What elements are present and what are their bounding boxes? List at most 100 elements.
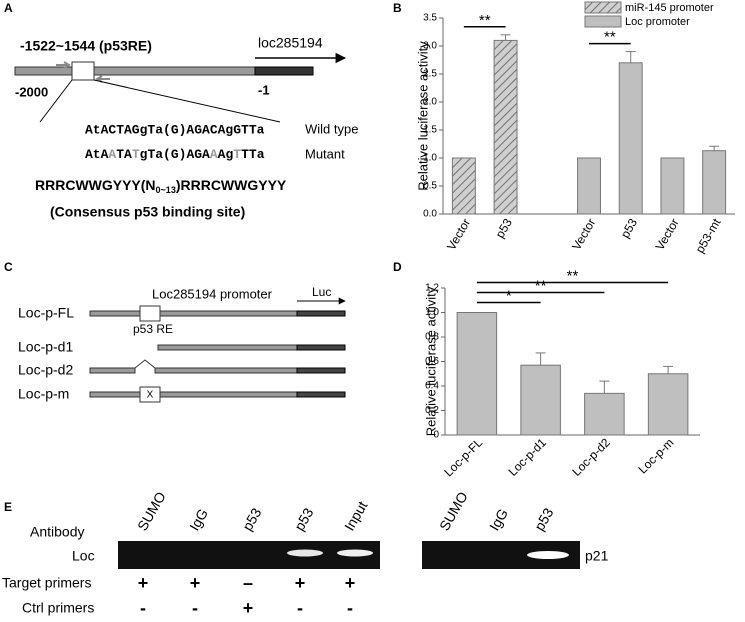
bar [584,392,625,436]
panel-label: E [4,500,12,514]
bar [660,157,685,215]
p53re-box [139,305,161,322]
lane-label: p53 [291,505,317,533]
y-tick-label: 3.0 [423,41,437,52]
panel-label: B [393,1,402,15]
y-tick-label: 0.2 [425,405,439,416]
x-tick-label: Loc-p-FL [441,435,485,479]
y-tick-label: 0 [433,430,439,441]
wild-type-label: Wild type [305,121,358,136]
y-tick-label: 1.0 [425,307,439,318]
sequence-segment: Ag [218,147,234,162]
promoter-title: Loc285194 promoter [152,286,273,301]
panel-label: A [4,1,13,15]
lane-label: Input [341,498,370,533]
promoter-bar [89,391,298,398]
consensus-caption: (Consensus p53 binding site) [50,204,245,220]
sequence-segment: gTa(G)AGA [140,147,210,162]
bar [520,364,561,436]
lane-label: p53 [531,505,557,533]
mutant-sequence: AtAATATgTa(G)AGAAAgTTTa [85,147,265,162]
panel-label: C [4,260,13,274]
x-tick-label: Loc-p-d2 [569,435,613,479]
construct-label: Loc-p-m [18,386,69,402]
luc-bar [296,367,346,374]
promoter-bar [89,367,136,374]
significance-label: ** [567,267,579,284]
promoter-bar [14,66,256,76]
consensus-sequence: RRRCWWGYYY(N0~13)RRRCWWGYYY [35,177,287,196]
primer-sign: - [347,598,353,618]
y-tick-label: 2.0 [423,97,437,108]
x-tick-label: Loc-p-d1 [506,435,550,479]
y-axis-label: Relative luciferase activity [423,286,438,436]
start-label: -2000 [15,84,48,99]
deletion-caret [134,359,156,369]
error-bar [599,380,610,394]
gene-label: loc285194 [258,35,323,51]
mutant-box [139,386,161,403]
gene-label: Loc [72,548,95,564]
primer-sign: + [243,598,254,618]
y-tick-label: 0.8 [425,332,439,343]
luc-bar [296,344,346,351]
bar [451,157,476,215]
y-tick-label: 3.5 [423,13,437,24]
error-bar [535,352,546,366]
primer-sign: - [297,598,303,618]
primer-sign: + [190,573,201,593]
mutation-mark: X [147,390,154,401]
gene-bar [254,66,314,76]
lane-label: IgG [186,506,211,534]
zoom-line [93,79,281,123]
legend-label: Loc promoter [625,16,690,28]
luc-bar [296,310,346,317]
lane-label: IgG [486,506,511,534]
lane-label: SUMO [134,489,169,533]
y-tick-label: 2.5 [423,69,437,80]
y-tick-label: 0.0 [423,209,437,220]
x-tick-label: Vector [653,216,682,252]
significance-label: ** [535,277,547,294]
primer-arrow [56,61,71,69]
consensus-segment: )RRRCWWGYYY [176,177,287,193]
p53re-box [71,61,95,81]
sequence-segment: TA [116,147,132,162]
promoter-bar [157,344,298,351]
gel-band [337,549,373,557]
panel-label: D [393,260,402,274]
sequence-segment: AtA [85,147,109,162]
gene-label: p21 [585,548,609,564]
luc-bar [296,391,346,398]
y-tick-label: 0.5 [423,181,437,192]
primer-label: Ctrl primers [22,600,94,616]
promoter-bar [89,310,298,317]
error-bar [500,34,511,41]
gel-band [527,551,569,559]
promoter-bar [154,367,298,374]
y-tick-label: 0.6 [425,356,439,367]
zoom-line [39,79,73,123]
y-tick-label: 1.0 [423,153,437,164]
sequence-segment: T [233,147,241,162]
primer-sign: + [295,573,306,593]
construct-label: Loc-p-d1 [18,339,73,355]
x-tick-label: p53 [493,216,515,241]
y-tick-label: 0.4 [425,381,439,392]
primer-sign: - [192,598,198,618]
gel [118,541,380,569]
legend-label: miR-145 promoter [625,2,714,14]
y-tick-label: 1.5 [423,125,437,136]
primer-label: Target primers [2,575,91,591]
wild-type-sequence: AtACTAGgTa(G)AGACAgGTTa [85,122,265,137]
significance-label: * [506,287,512,304]
bar [618,62,643,215]
lane-label: SUMO [436,489,471,533]
primer-sign: + [138,573,149,593]
site-label: -1522~1544 (p53RE) [20,38,152,54]
sequence-segment: T [132,147,140,162]
antibody-label: Antibody [30,524,84,540]
bar [493,39,518,215]
